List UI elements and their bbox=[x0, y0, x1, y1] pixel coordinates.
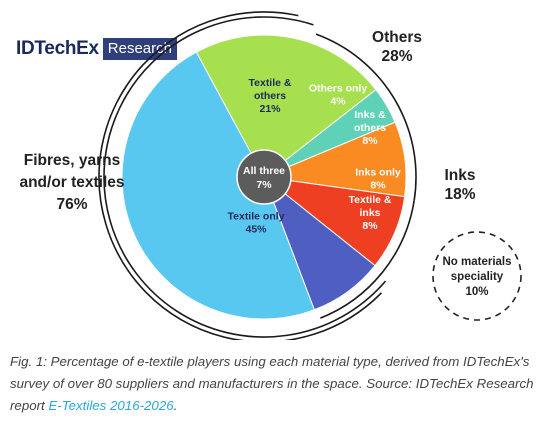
slice-label: Textile & others 21% bbox=[249, 77, 292, 115]
pie-slice bbox=[121, 51, 315, 320]
slice-label: Inks only 8% bbox=[355, 167, 401, 192]
fibres-arc bbox=[103, 16, 387, 338]
no-material-label: No materials speciality 10% bbox=[442, 256, 511, 298]
slice-label: Textile & inks 8% bbox=[349, 194, 392, 232]
group-label-fibres: Fibres, yarns and/or textiles 76% bbox=[19, 152, 124, 213]
idtechex-logo: IDTechEx Research bbox=[16, 37, 177, 61]
slice-label: Inks & others 8% bbox=[354, 109, 386, 147]
center-label: All three 7% bbox=[243, 165, 285, 191]
group-label-others: Others 28% bbox=[372, 29, 422, 65]
slice-label: Others only 4% bbox=[309, 83, 368, 108]
report-link[interactable]: E-Textiles 2016-2026 bbox=[48, 398, 174, 413]
pie-slice bbox=[195, 34, 377, 178]
others-arc bbox=[315, 33, 417, 201]
slice-label: Textile only 45% bbox=[228, 211, 285, 236]
group-label-inks: Inks 18% bbox=[444, 167, 475, 203]
caption-text: Fig. 1: Percentage of e-textile players … bbox=[10, 354, 534, 413]
center-circle bbox=[236, 149, 292, 205]
logo-brand: IDTechEx bbox=[16, 38, 99, 59]
no-material-circle bbox=[432, 231, 522, 321]
inks-arc bbox=[320, 200, 415, 319]
figure-caption: Fig. 1: Percentage of e-textile players … bbox=[10, 351, 540, 417]
fibres-arc-outer bbox=[98, 11, 383, 340]
material-pie-chart: Others only 4%Inks & others 8%Inks only 8%Te… bbox=[19, 11, 522, 340]
caption-end: . bbox=[173, 398, 178, 413]
